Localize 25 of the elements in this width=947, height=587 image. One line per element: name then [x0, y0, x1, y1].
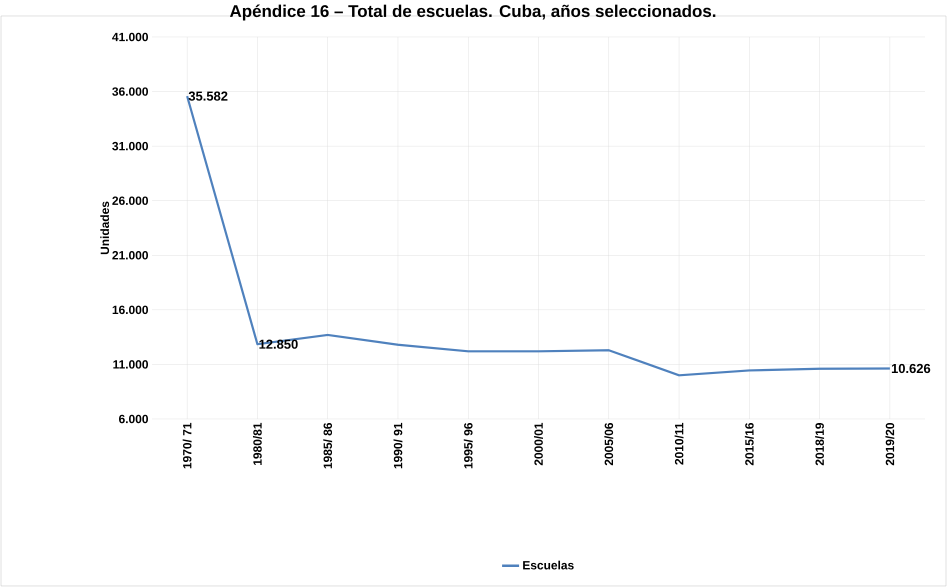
x-tick-label: 1990/ 91	[394, 422, 402, 468]
x-tick-label: 1985/ 86	[323, 422, 332, 468]
data-label: 12.850	[259, 340, 298, 349]
y-axis-title: Unidades	[100, 202, 110, 254]
chart-title: Apéndice 16 – Total de escuelas. Cuba, años seleccionados.	[230, 4, 716, 20]
x-tick-label: 2019/20	[885, 423, 894, 466]
x-tick-label: 2015/16	[744, 422, 754, 466]
x-tick-label: 1970/ 71	[182, 422, 192, 468]
y-tick-label: 41.000	[112, 32, 148, 42]
y-tick-label: 26.000	[112, 196, 148, 205]
y-tick-label: 16.000	[112, 306, 148, 314]
data-label: 35.582	[188, 92, 228, 101]
x-tick-label: 2005/06	[604, 422, 614, 466]
x-tick-label: 1980/81	[252, 422, 262, 465]
legend-label: Escuelas	[523, 560, 574, 570]
x-tick-label: 2018/19	[815, 422, 824, 466]
data-label: 10.626	[892, 364, 930, 374]
x-tick-label: 2000/01	[534, 422, 543, 466]
y-tick-label: 11.000	[113, 360, 148, 369]
y-tick-label: 36.000	[112, 87, 148, 96]
x-tick-label: 2010/11	[674, 422, 684, 465]
y-tick-label: 31.000	[112, 142, 148, 150]
y-tick-label: 21.000	[112, 251, 148, 260]
y-tick-label: 6.000	[119, 414, 148, 424]
x-tick-label: 1995/ 96	[464, 422, 473, 468]
